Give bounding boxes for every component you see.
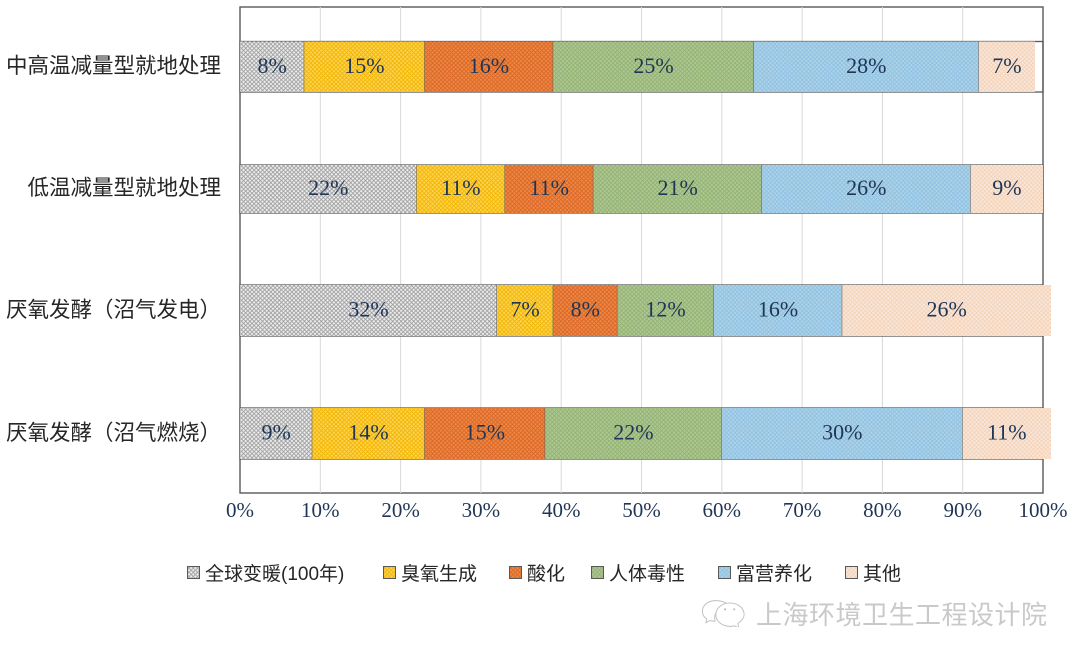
svg-text:50%: 50% bbox=[622, 498, 661, 522]
svg-text:90%: 90% bbox=[943, 498, 982, 522]
svg-text:15%: 15% bbox=[465, 420, 505, 445]
svg-text:40%: 40% bbox=[542, 498, 581, 522]
svg-text:30%: 30% bbox=[462, 498, 501, 522]
svg-text:10%: 10% bbox=[301, 498, 340, 522]
svg-text:26%: 26% bbox=[926, 297, 966, 322]
svg-text:100%: 100% bbox=[1019, 498, 1068, 522]
svg-text:8%: 8% bbox=[257, 53, 286, 78]
svg-text:15%: 15% bbox=[344, 53, 384, 78]
svg-text:9%: 9% bbox=[992, 175, 1021, 200]
svg-text:9%: 9% bbox=[261, 420, 290, 445]
svg-text:32%: 32% bbox=[348, 297, 388, 322]
svg-text:8%: 8% bbox=[571, 297, 600, 322]
svg-text:16%: 16% bbox=[469, 53, 509, 78]
svg-text:60%: 60% bbox=[703, 498, 742, 522]
svg-text:12%: 12% bbox=[645, 297, 685, 322]
svg-text:25%: 25% bbox=[633, 53, 673, 78]
svg-text:22%: 22% bbox=[308, 175, 348, 200]
svg-text:16%: 16% bbox=[758, 297, 798, 322]
svg-text:30%: 30% bbox=[822, 420, 862, 445]
svg-text:28%: 28% bbox=[846, 53, 886, 78]
svg-text:70%: 70% bbox=[783, 498, 822, 522]
svg-text:7%: 7% bbox=[510, 297, 539, 322]
svg-text:0%: 0% bbox=[226, 498, 254, 522]
svg-text:11%: 11% bbox=[987, 420, 1027, 445]
svg-text:7%: 7% bbox=[992, 53, 1021, 78]
svg-text:11%: 11% bbox=[529, 175, 569, 200]
svg-text:20%: 20% bbox=[381, 498, 420, 522]
svg-text:80%: 80% bbox=[863, 498, 902, 522]
svg-text:22%: 22% bbox=[613, 420, 653, 445]
svg-text:11%: 11% bbox=[441, 175, 481, 200]
svg-text:21%: 21% bbox=[657, 175, 697, 200]
svg-text:26%: 26% bbox=[846, 175, 886, 200]
svg-text:14%: 14% bbox=[348, 420, 388, 445]
